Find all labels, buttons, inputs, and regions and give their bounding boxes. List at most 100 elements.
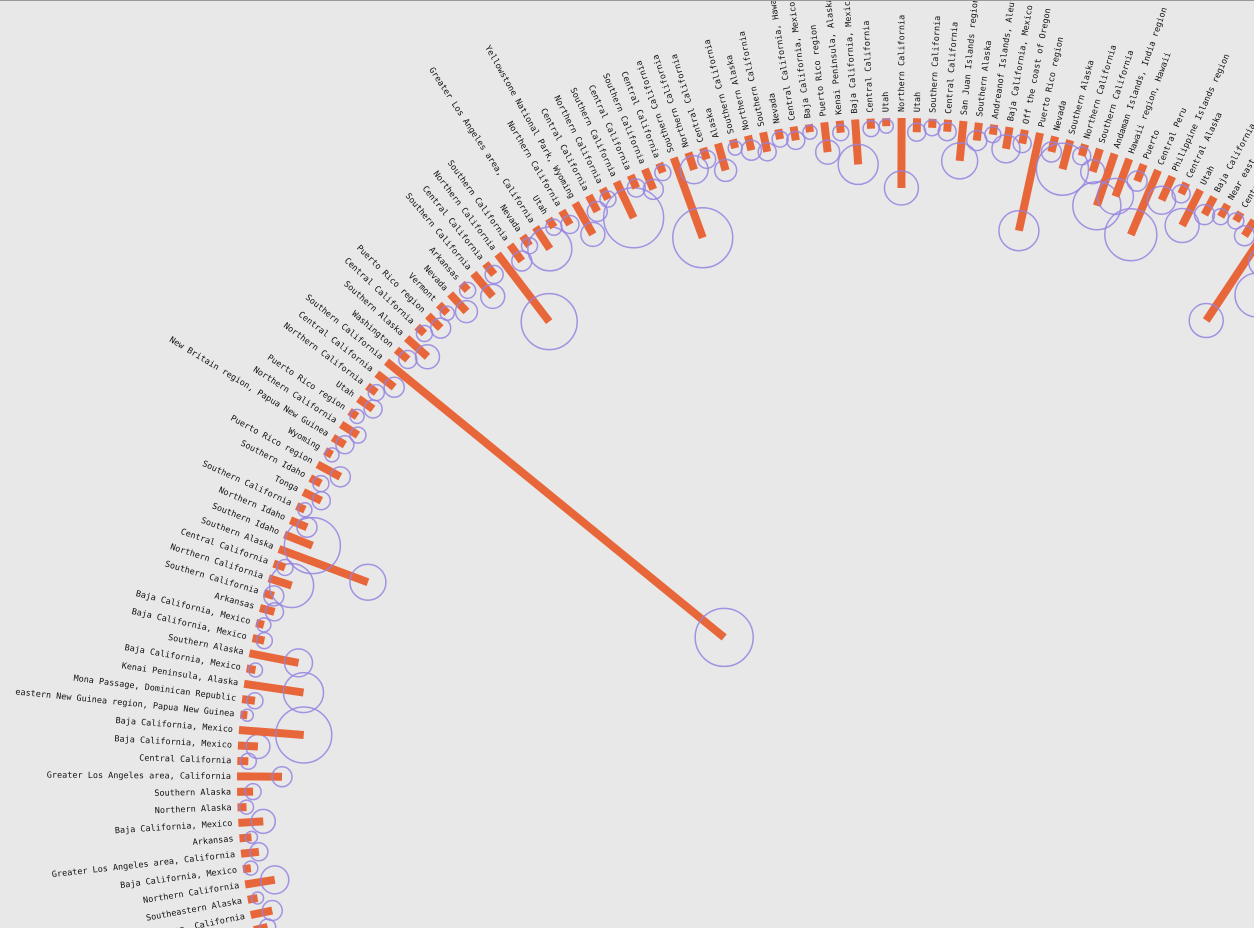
bar	[393, 346, 411, 363]
magnitude-circle	[398, 349, 418, 370]
magnitude-circle	[271, 765, 293, 788]
magnitude-circle	[696, 149, 717, 170]
magnitude-circle	[484, 264, 504, 285]
bar	[365, 382, 379, 396]
bar	[669, 156, 707, 240]
bar	[684, 151, 698, 172]
magnitude-circle	[297, 501, 313, 518]
bar	[1014, 132, 1044, 232]
bar	[403, 335, 431, 360]
magnitude-circle	[312, 474, 330, 493]
region-label: Southern Alaska	[154, 788, 231, 799]
bar	[851, 119, 863, 165]
magnitude-circle	[244, 830, 259, 845]
magnitude-circle	[243, 860, 259, 876]
region-label: Nevada	[1052, 100, 1069, 132]
bar	[1002, 126, 1014, 150]
magnitude-circle	[1012, 133, 1032, 154]
magnitude-circle	[1126, 170, 1148, 192]
bar	[1241, 218, 1254, 238]
bar	[308, 474, 323, 488]
bar	[338, 420, 361, 439]
bar	[330, 434, 347, 449]
magnitude-circle	[479, 283, 506, 310]
bar	[1157, 174, 1176, 202]
magnitude-circle	[940, 142, 979, 180]
magnitude-circle	[260, 865, 290, 895]
bar	[315, 460, 343, 481]
magnitude-circle	[1193, 203, 1216, 226]
magnitude-circle	[1171, 184, 1191, 204]
magnitude-circle	[654, 163, 672, 182]
magnitude-circle	[679, 154, 709, 185]
bar	[1217, 202, 1232, 219]
magnitude-circle	[263, 585, 285, 607]
magnitude-circle	[586, 200, 609, 223]
bar	[238, 725, 305, 739]
bar	[1111, 157, 1134, 198]
bar	[258, 604, 276, 616]
bar	[612, 179, 638, 220]
magnitude-circle	[1227, 212, 1245, 230]
bar	[494, 251, 553, 325]
bar	[1127, 168, 1162, 237]
bar	[383, 358, 727, 641]
magnitude-circle	[1188, 302, 1224, 339]
bar	[599, 186, 612, 201]
bar	[244, 875, 276, 889]
magnitude-circle	[296, 516, 318, 539]
magnitude-circle	[240, 708, 255, 723]
bar	[1093, 152, 1119, 208]
magnitude-circle	[1071, 146, 1092, 166]
region-label: Puerto Rico region	[809, 24, 829, 117]
bar	[759, 131, 772, 153]
magnitude-circle	[520, 292, 578, 351]
magnitude-circle	[991, 134, 1021, 164]
magnitude-circle	[671, 206, 734, 269]
magnitude-circle	[599, 190, 617, 208]
bar	[744, 134, 756, 152]
magnitude-circle	[367, 383, 386, 402]
magnitude-circle	[249, 842, 269, 862]
region-label: Baja California, Mexico	[114, 734, 232, 750]
magnitude-circle	[246, 692, 264, 710]
bar	[820, 121, 832, 153]
magnitude-circle	[642, 178, 665, 201]
bar	[626, 173, 640, 190]
magnitude-circle	[560, 214, 580, 235]
magnitude-circle	[283, 516, 342, 575]
magnitude-circle	[383, 376, 405, 399]
magnitude-circle	[250, 808, 277, 835]
magnitude-circle	[832, 123, 850, 142]
bar	[571, 201, 597, 237]
region-label: Southern Alaska	[975, 40, 994, 117]
magnitude-circle	[283, 648, 314, 678]
magnitude-circle	[414, 344, 441, 370]
bar	[699, 146, 711, 161]
bar	[267, 574, 293, 590]
bar	[1018, 129, 1029, 145]
region-label: Northern Alaska	[155, 803, 232, 816]
bar	[272, 559, 287, 572]
magnitude-circle	[256, 617, 272, 633]
magnitude-circle	[247, 662, 264, 678]
magnitude-circle	[282, 671, 325, 714]
magnitude-circle	[349, 408, 365, 425]
bar	[301, 488, 324, 505]
magnitude-circle	[713, 158, 738, 183]
magnitude-circle	[454, 299, 479, 324]
bar	[470, 270, 496, 299]
magnitude-circle	[324, 447, 340, 463]
region-label: Arkansas	[192, 834, 234, 848]
magnitude-circle	[1234, 272, 1254, 318]
magnitude-circle	[1035, 142, 1090, 196]
magnitude-circle	[626, 178, 647, 198]
magnitude-circle	[580, 221, 606, 248]
bar	[714, 142, 730, 172]
region-label: Central California	[139, 753, 231, 766]
region-label: Northern California	[897, 15, 907, 112]
bar	[972, 122, 983, 142]
magnitude-circle	[349, 563, 387, 601]
bar	[1202, 241, 1254, 323]
bar	[249, 906, 274, 919]
